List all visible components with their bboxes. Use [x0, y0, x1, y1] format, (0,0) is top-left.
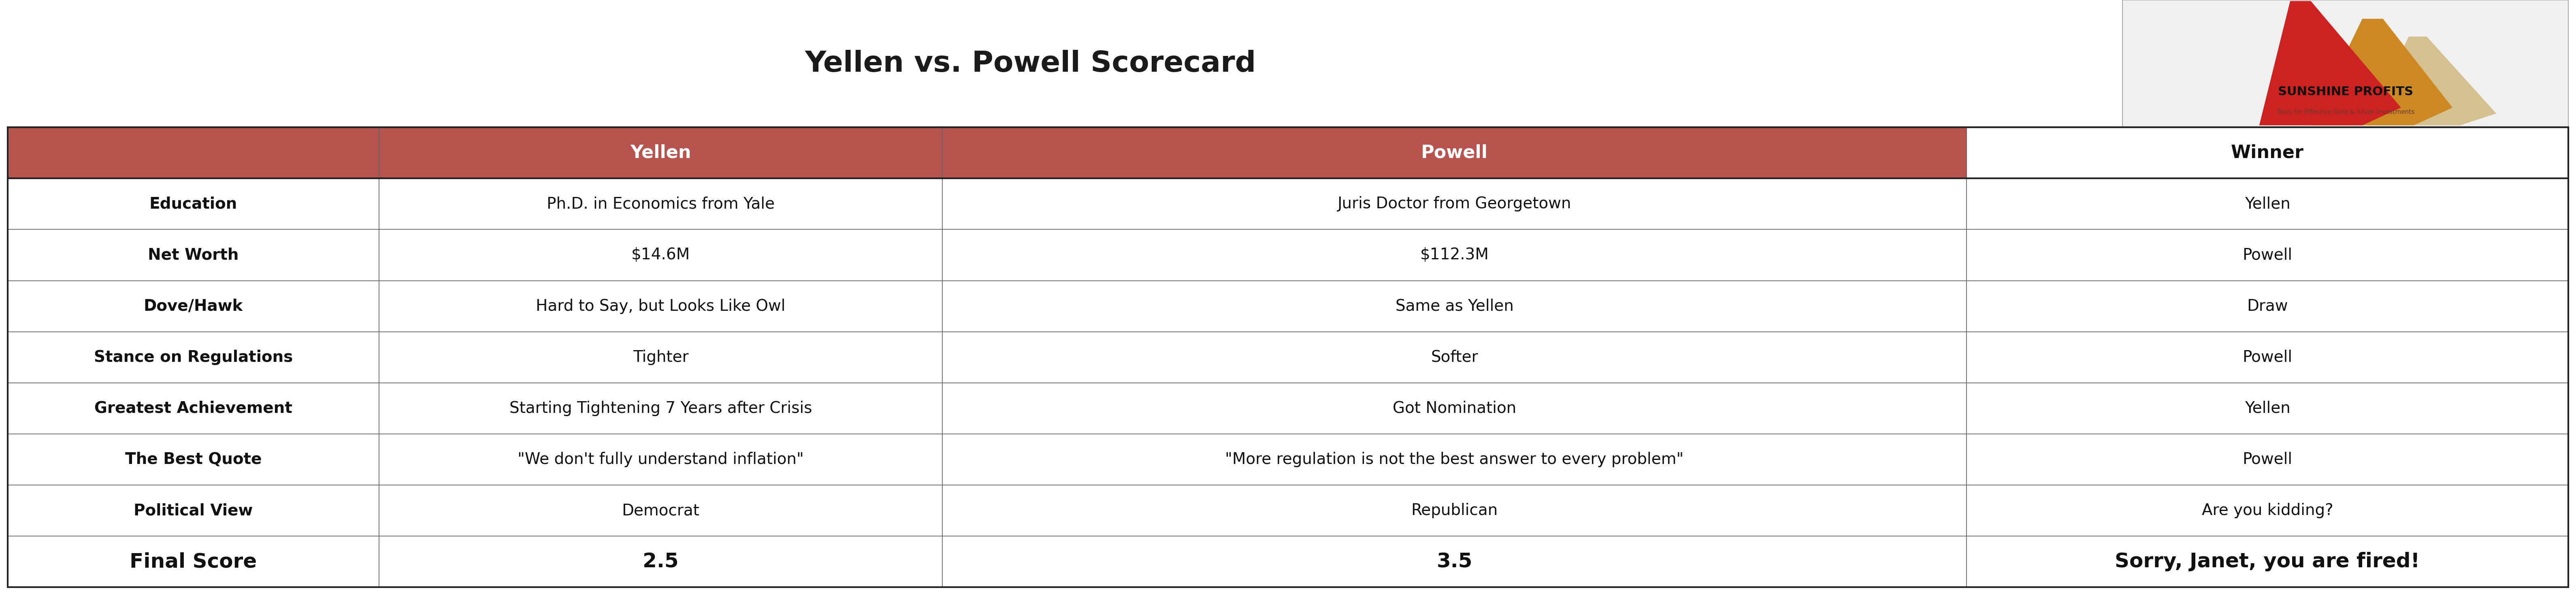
Text: $14.6M: $14.6M — [631, 247, 690, 263]
Bar — [943, 178, 1965, 230]
Bar — [379, 383, 943, 434]
Bar — [943, 332, 1965, 383]
Polygon shape — [2259, 1, 2401, 126]
Bar — [1965, 536, 2568, 587]
Text: Sorry, Janet, you are fired!: Sorry, Janet, you are fired! — [2115, 552, 2419, 571]
Text: Republican: Republican — [1412, 503, 1497, 519]
Text: "More regulation is not the best answer to every problem": "More regulation is not the best answer … — [1226, 452, 1685, 467]
Text: Same as Yellen: Same as Yellen — [1396, 298, 1515, 314]
Bar — [1965, 178, 2568, 230]
Text: Ph.D. in Economics from Yale: Ph.D. in Economics from Yale — [546, 196, 775, 212]
Bar — [379, 485, 943, 536]
Bar — [8, 281, 379, 332]
Bar — [943, 536, 1965, 587]
Text: SUNSHINE PROFITS: SUNSHINE PROFITS — [2277, 86, 2414, 98]
Bar — [379, 536, 943, 587]
Text: "We don't fully understand inflation": "We don't fully understand inflation" — [518, 452, 804, 467]
Text: Powell: Powell — [2244, 247, 2293, 263]
Bar — [8, 178, 379, 230]
Bar — [8, 383, 379, 434]
Text: Net Worth: Net Worth — [147, 247, 240, 263]
Bar — [943, 127, 1965, 178]
Text: Starting Tightening 7 Years after Crisis: Starting Tightening 7 Years after Crisis — [510, 401, 811, 416]
Text: $112.3M: $112.3M — [1419, 247, 1489, 263]
Text: Softer: Softer — [1430, 349, 1479, 365]
Bar — [1965, 281, 2568, 332]
Text: Democrat: Democrat — [621, 503, 701, 519]
Bar — [379, 127, 943, 178]
Text: Powell: Powell — [2244, 452, 2293, 467]
Text: Political View: Political View — [134, 503, 252, 519]
Text: 3.5: 3.5 — [1437, 552, 1473, 571]
Bar — [943, 434, 1965, 485]
Bar — [8, 536, 379, 587]
Bar — [943, 281, 1965, 332]
Bar — [8, 230, 379, 281]
Text: Education: Education — [149, 196, 237, 212]
Bar — [8, 127, 379, 178]
Text: Juris Doctor from Georgetown: Juris Doctor from Georgetown — [1337, 196, 1571, 212]
Bar — [379, 434, 943, 485]
Bar — [1965, 485, 2568, 536]
Polygon shape — [2311, 19, 2452, 126]
Polygon shape — [2367, 37, 2496, 126]
Text: Powell: Powell — [1422, 144, 1489, 162]
Bar — [943, 485, 1965, 536]
Text: The Best Quote: The Best Quote — [126, 452, 263, 467]
Text: Got Nomination: Got Nomination — [1394, 401, 1517, 416]
Bar — [8, 485, 379, 536]
Bar — [1965, 383, 2568, 434]
Text: Yellen vs. Powell Scorecard: Yellen vs. Powell Scorecard — [804, 50, 1257, 78]
Text: Yellen: Yellen — [2244, 401, 2290, 416]
Text: Yellen: Yellen — [2244, 196, 2290, 212]
Text: Are you kidding?: Are you kidding? — [2202, 503, 2334, 519]
Bar — [8, 332, 379, 383]
Text: Greatest Achievement: Greatest Achievement — [95, 401, 291, 416]
Bar — [1965, 434, 2568, 485]
Text: Yellen: Yellen — [631, 144, 690, 162]
Bar — [379, 230, 943, 281]
Text: Tools for Effective Gold & Silver Investments: Tools for Effective Gold & Silver Invest… — [2277, 109, 2414, 115]
Text: Draw: Draw — [2246, 298, 2287, 314]
Bar — [379, 281, 943, 332]
Text: Tighter: Tighter — [634, 349, 688, 365]
Bar — [8, 434, 379, 485]
Bar — [379, 332, 943, 383]
Text: Final Score: Final Score — [129, 552, 258, 571]
Bar — [8, 127, 2568, 587]
Bar — [1965, 230, 2568, 281]
Text: Powell: Powell — [2244, 349, 2293, 365]
Bar — [2123, 0, 2568, 127]
Text: 2.5: 2.5 — [644, 552, 677, 571]
Text: Stance on Regulations: Stance on Regulations — [93, 349, 294, 365]
Bar — [1965, 332, 2568, 383]
Bar — [943, 383, 1965, 434]
Bar — [379, 178, 943, 230]
Text: Hard to Say, but Looks Like Owl: Hard to Say, but Looks Like Owl — [536, 298, 786, 314]
Text: Dove/Hawk: Dove/Hawk — [144, 298, 242, 314]
Bar — [943, 230, 1965, 281]
Text: Winner: Winner — [2231, 144, 2303, 162]
Bar — [1965, 127, 2568, 178]
